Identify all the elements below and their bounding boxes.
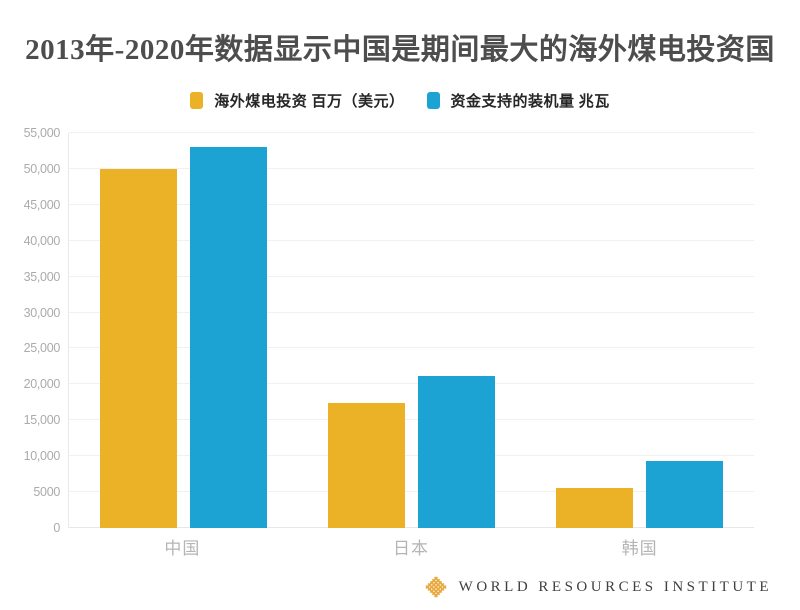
chart-title: 2013年-2020年数据显示中国是期间最大的海外煤电投资国 xyxy=(25,34,775,66)
x-tick-label-中国: 中国 xyxy=(164,539,201,558)
y-tick-label: 25,000 xyxy=(23,341,61,356)
gridline xyxy=(69,239,754,241)
legend-swatch-capacity xyxy=(426,92,440,109)
gridline xyxy=(69,275,754,277)
y-tick-label: 0 xyxy=(53,521,60,535)
bar-series1-中国 xyxy=(99,168,177,528)
y-axis: 0 5000 10,000 15,000 20,000 25,000 30,000 35,00… xyxy=(0,126,61,535)
y-tick-label: 15,000 xyxy=(23,413,61,428)
y-tick-label: 40,000 xyxy=(23,233,61,248)
plot-area xyxy=(68,132,754,528)
legend-item-capacity: 资金支持的装机量 兆瓦 xyxy=(426,90,610,111)
bar-series2-中国 xyxy=(189,147,267,528)
legend-item-investment: 海外煤电投资 百万（美元） xyxy=(190,90,404,111)
gridline xyxy=(69,347,754,349)
y-tick-label: 30,000 xyxy=(23,305,61,320)
gridline xyxy=(69,419,754,421)
wri-logo-icon xyxy=(425,576,447,598)
x-tick-label-韩国: 韩国 xyxy=(621,539,658,558)
y-tick-label: 50,000 xyxy=(23,161,61,176)
legend-label-capacity: 资金支持的装机量 兆瓦 xyxy=(450,94,610,110)
y-tick-label: 55,000 xyxy=(23,126,61,140)
gridline xyxy=(69,167,754,169)
gridline xyxy=(69,527,754,528)
gridline xyxy=(69,203,754,205)
y-tick-label: 35,000 xyxy=(23,269,61,284)
gridline xyxy=(69,311,754,313)
bar-group-2 xyxy=(297,133,525,528)
bar-series2-日本 xyxy=(417,375,495,528)
x-axis: 中国 日本 韩国 xyxy=(68,534,754,559)
gridline xyxy=(69,491,754,493)
legend-swatch-investment xyxy=(190,92,204,109)
y-tick-label: 20,000 xyxy=(23,377,61,392)
gridline xyxy=(69,455,754,457)
x-tick-label-日本: 日本 xyxy=(393,539,429,558)
bar-group-1 xyxy=(69,133,297,528)
y-tick-label: 5000 xyxy=(33,485,60,500)
y-tick-label: 10,000 xyxy=(23,449,61,464)
bar-series1-韩国 xyxy=(556,487,634,528)
bar-series2-韩国 xyxy=(646,461,724,528)
gridline xyxy=(69,383,754,385)
legend-label-investment: 海外煤电投资 百万（美元） xyxy=(214,94,405,110)
y-tick-label: 45,000 xyxy=(23,197,61,212)
bar-series1-日本 xyxy=(327,403,405,528)
brand-name: WORLD RESOURCES INSTITUTE xyxy=(458,578,772,595)
brand-footer: WORLD RESOURCES INSTITUTE xyxy=(423,574,772,600)
bar-group-3 xyxy=(526,133,754,528)
legend: 海外煤电投资 百万（美元） 资金支持的装机量 兆瓦 xyxy=(0,90,800,111)
gridline xyxy=(69,132,754,133)
